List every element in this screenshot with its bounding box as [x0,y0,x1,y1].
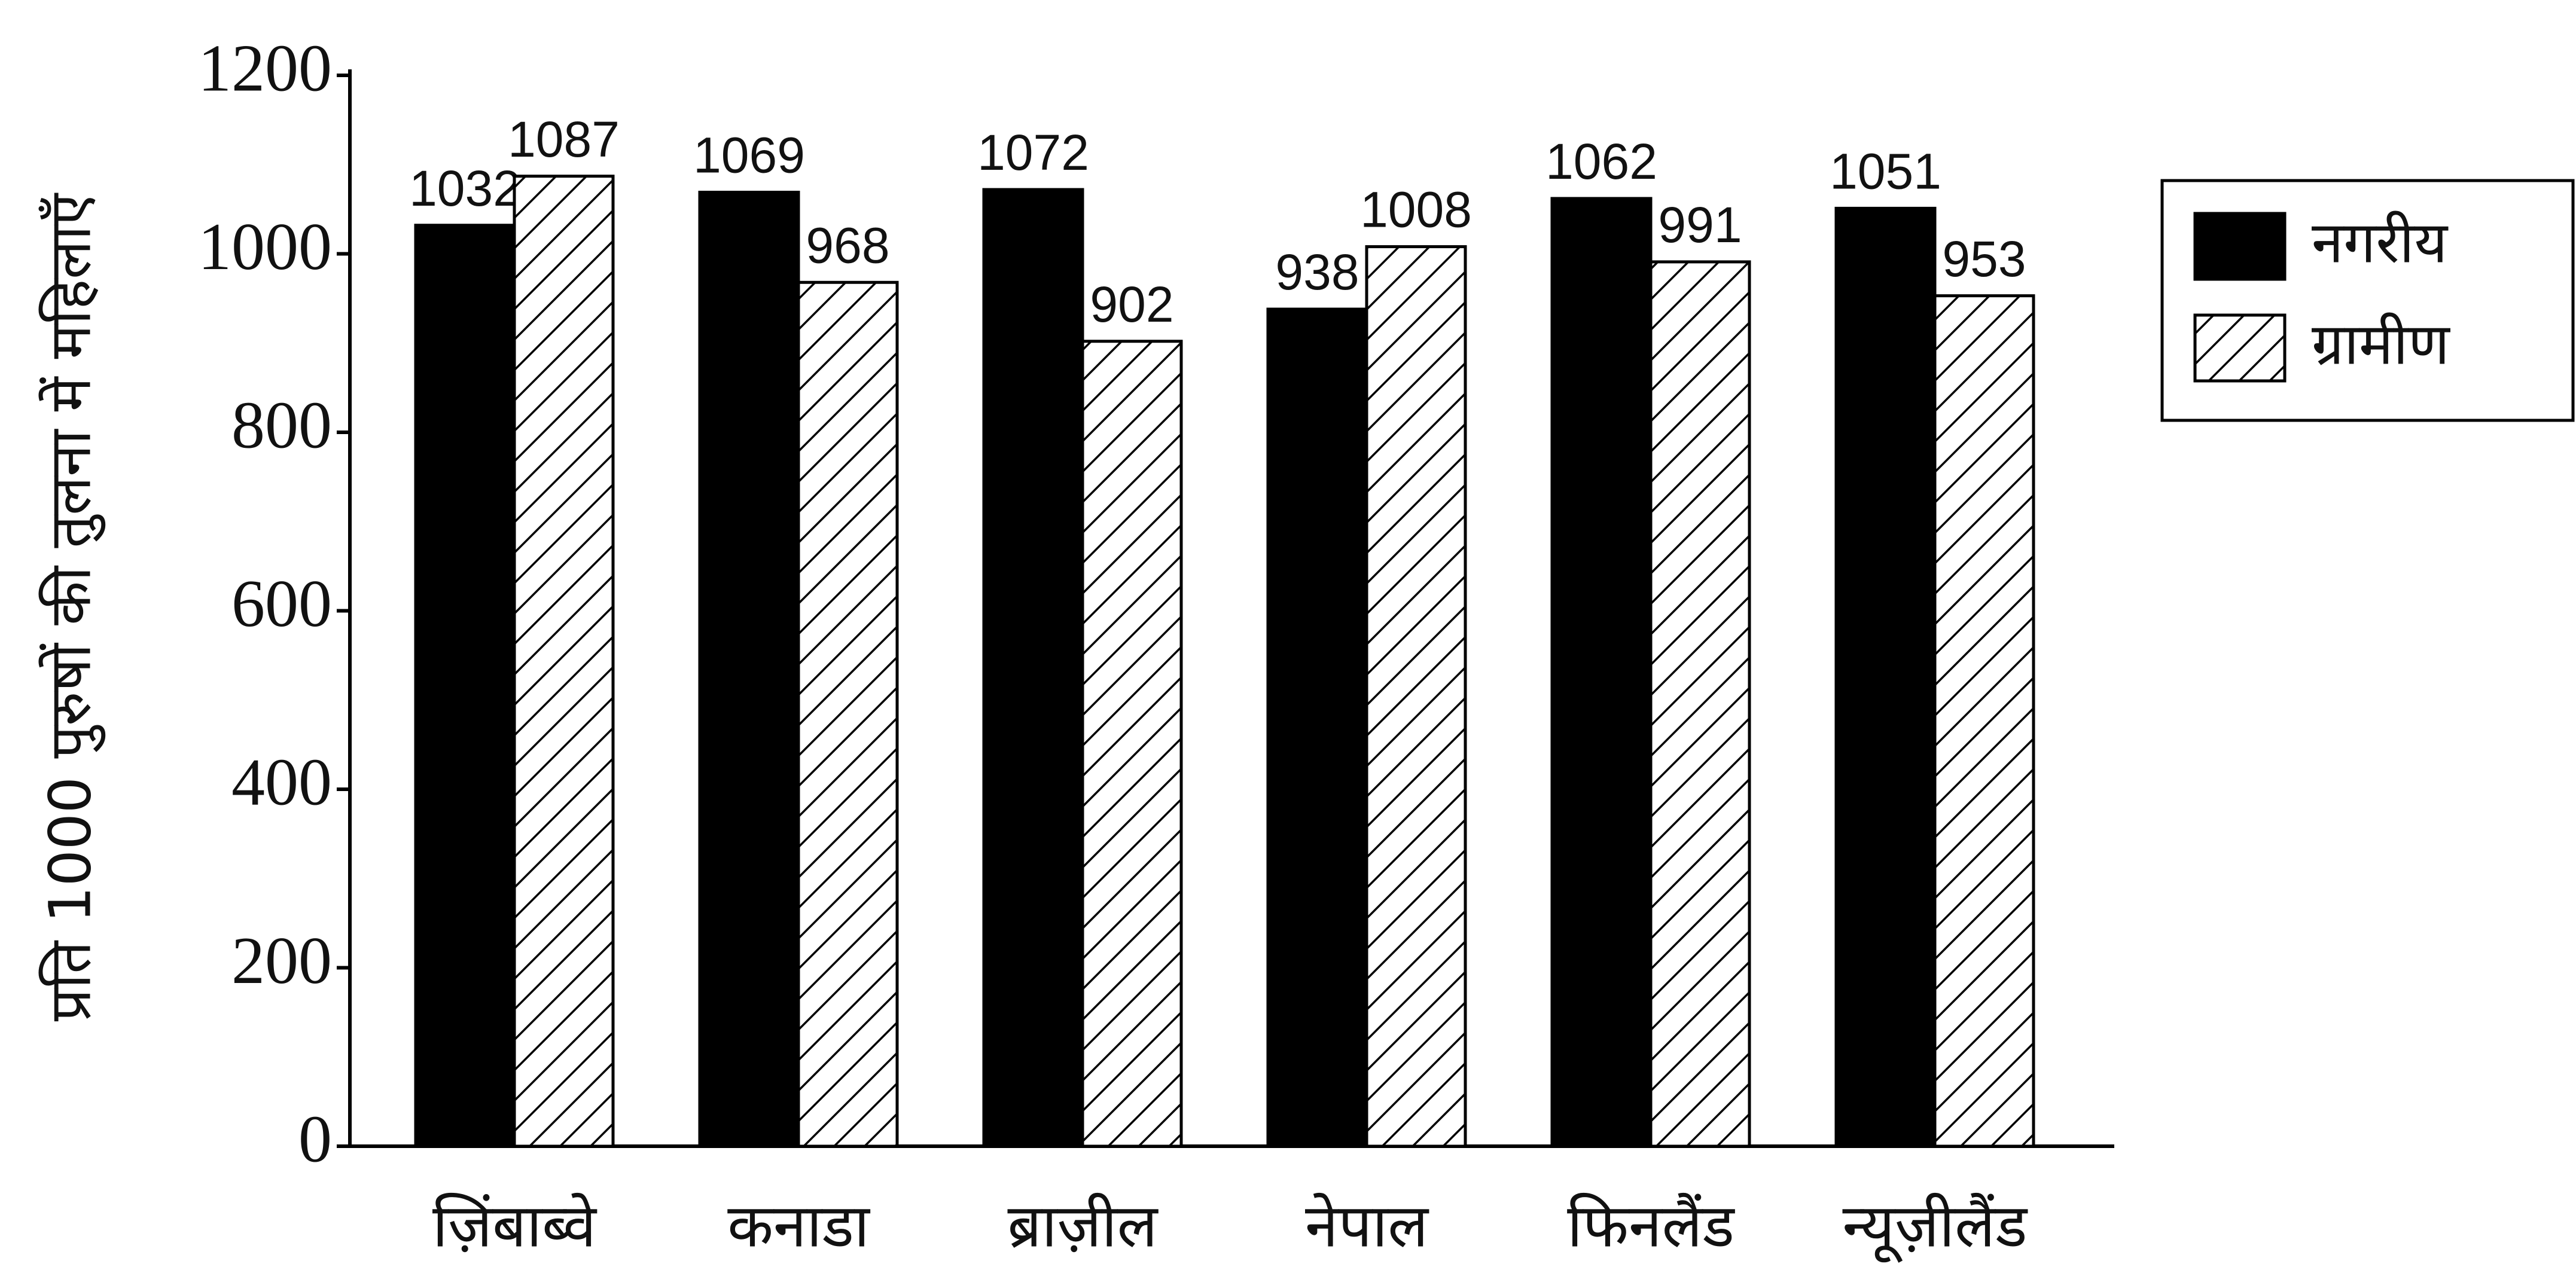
bar [1933,294,2035,1148]
y-tick-label: 200 [231,924,332,998]
data-label: 1069 [693,127,805,184]
x-tick-label: ज़िंबाब्वे [432,1190,597,1260]
data-label: 902 [1090,276,1173,332]
y-tick-label: 1000 [198,210,332,284]
bar [1834,206,1937,1148]
bar [797,280,899,1148]
data-label: 1062 [1545,133,1657,190]
bar [982,188,1084,1148]
bar [513,175,615,1148]
data-label: 1087 [508,111,620,167]
x-tick-label: ब्राज़ील [1008,1190,1159,1260]
data-label: 1032 [409,160,521,216]
x-tick-label: फिनलैंड [1567,1190,1735,1260]
legend-label: नगरीय [2312,209,2449,276]
bar [414,224,516,1148]
x-tick-label: न्यूज़ीलैंड [1843,1190,2028,1263]
data-label: 938 [1275,244,1359,300]
data-label: 991 [1658,197,1742,253]
bar [1649,260,1751,1148]
legend-label: ग्रामीण [2312,310,2450,377]
x-tick-label: नेपाल [1305,1190,1429,1260]
y-tick-label: 800 [231,389,332,463]
bar [698,191,800,1148]
legend-swatch [2193,212,2287,281]
y-tick-label: 600 [231,567,332,641]
y-tick-label: 1200 [198,32,332,106]
legend-swatch [2193,313,2287,383]
bar [1081,340,1183,1148]
data-label: 953 [1942,231,2026,287]
y-tick-label: 400 [231,746,332,820]
data-label: 1008 [1360,182,1472,238]
y-tick-label: 0 [298,1103,332,1177]
data-label: 968 [806,217,889,273]
y-axis-label: प्रति 1000 पुरुषों की तुलना में महिलाएँ [36,193,105,1021]
bar [1365,245,1467,1148]
bar [1266,307,1368,1148]
x-tick-label: कनाडा [727,1190,871,1260]
data-label: 1051 [1830,144,1941,200]
data-label: 1072 [977,124,1089,181]
bar [1550,197,1653,1148]
